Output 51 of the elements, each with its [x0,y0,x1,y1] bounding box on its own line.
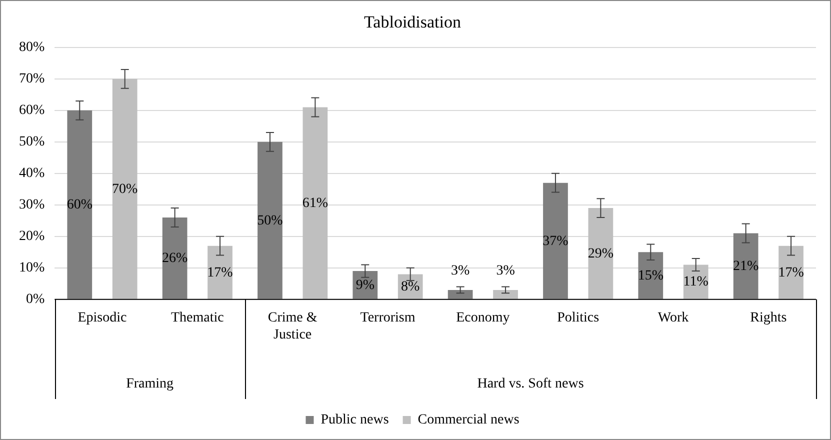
data-label: 37% [542,234,569,249]
bar [638,252,664,299]
text: Hard vs. Soft news [477,376,584,392]
data-label: 29% [588,246,614,262]
data-label: 17% [207,265,234,280]
data-label: 3% [450,263,470,278]
y-tick-label: 70% [18,72,45,87]
x-tick-label: Thematic [170,310,224,326]
bar [258,142,282,299]
x-tick-label: Rights [750,310,787,326]
y-tick-label: 0% [26,292,45,308]
bar [733,233,758,299]
bar [67,110,92,299]
bar [588,208,614,299]
x-tick-label: Episodic [78,310,127,326]
legend-label: Commercial news [418,412,520,428]
data-label: 8% [401,279,420,294]
bar [493,290,518,299]
x-tick-label: Politics [557,310,600,326]
y-tick-label: 10% [18,260,45,276]
data-label: 15% [638,268,664,284]
x-tick-label: Work [658,310,689,326]
bar [778,246,804,299]
bar [112,78,138,299]
data-label: 61% [302,196,328,211]
x-tick-label: Crime & Justice [268,310,318,342]
data-label: 11% [683,274,709,290]
bar [302,107,328,299]
y-tick-label: 60% [18,103,45,118]
y-tick-label: 80% [18,40,45,56]
data-label: 26% [162,251,188,266]
data-label: 21% [732,258,759,274]
y-tick-label: 50% [18,134,45,150]
data-label: 60% [66,198,93,213]
y-tick-label: 30% [18,198,45,213]
data-label: 70% [112,182,138,197]
y-tick-label: 40% [18,166,45,182]
bar [543,182,568,299]
x-tick-label: Economy [456,310,510,326]
bar [208,246,232,299]
data-label: 50% [257,213,284,228]
bar [162,218,188,299]
y-tick-label: 20% [18,229,45,244]
text: Framing [126,376,174,392]
x-tick-label: Terrorism [360,310,416,326]
data-label: 9% [356,278,375,293]
chart-title: Tabloidisation [364,12,462,32]
data-label: 3% [496,263,516,278]
legend-label: Public news [320,412,389,428]
data-label: 17% [778,265,804,280]
bar [448,290,473,299]
